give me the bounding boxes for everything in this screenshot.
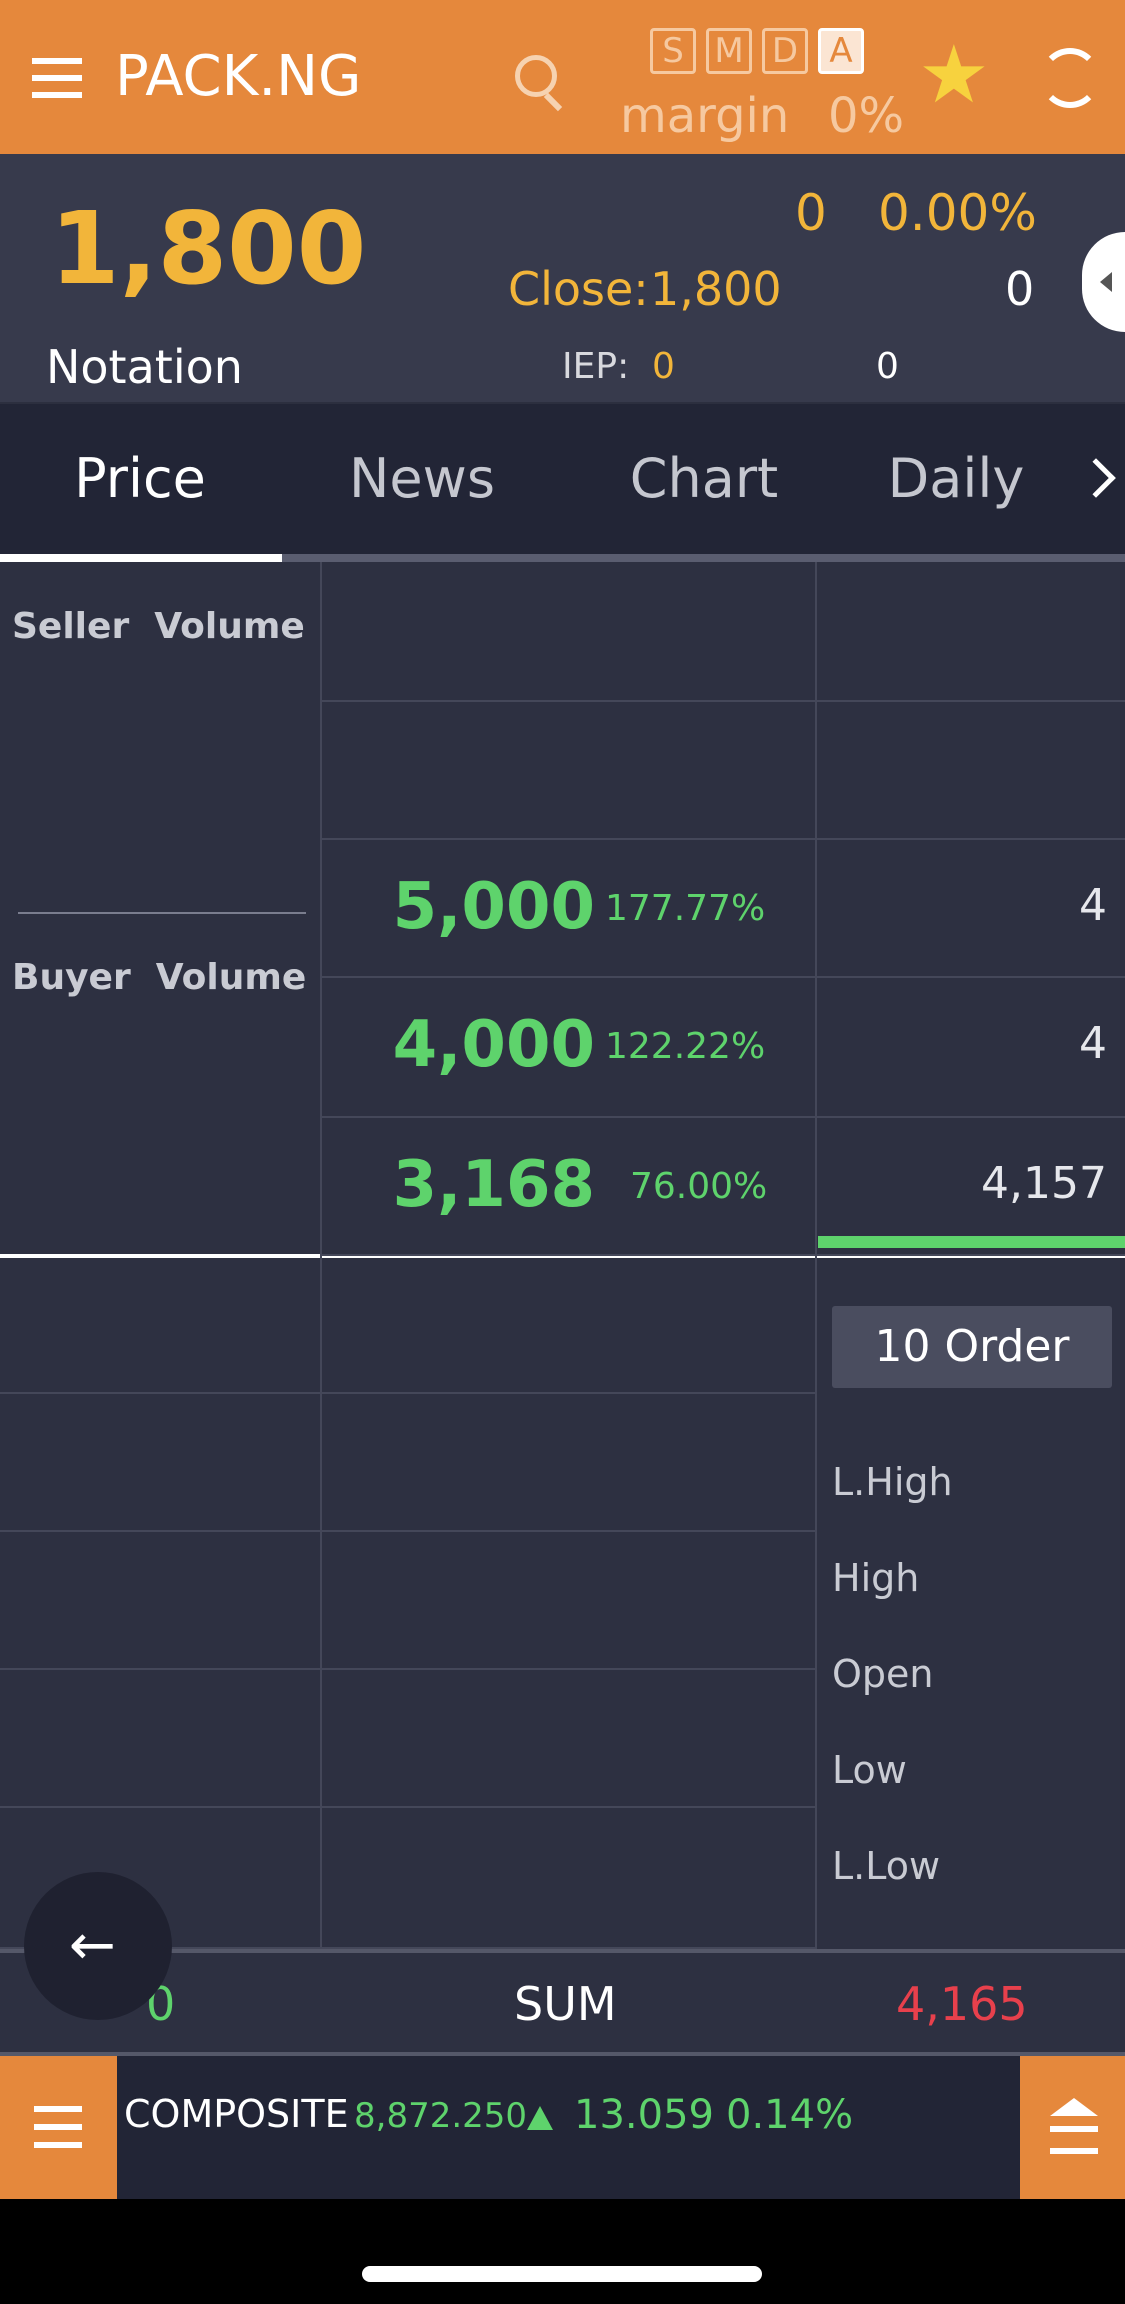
star-icon[interactable]: ★ [918, 28, 990, 121]
grid-cell [320, 1394, 817, 1532]
search-icon-handle [543, 92, 563, 112]
hamburger-icon [34, 2106, 82, 2148]
bid-pct: 177.77% [605, 888, 766, 929]
index-ticker: COMPOSITE 8,872.250 13.059 0.14% [0, 2056, 1125, 2199]
grid-cell [817, 1808, 1125, 1949]
quote-summary: 1,800 0 0.00% Close: 1,800 0 Notation IE… [0, 154, 1125, 404]
label-l-low: L.Low [832, 1844, 941, 1888]
bid-volume: 4 [1079, 880, 1107, 931]
triangle-up-icon [527, 2106, 553, 2130]
label-l-high: L.High [832, 1460, 953, 1504]
refresh-icon[interactable] [1040, 48, 1100, 108]
top-bar: PACK.NG S M D A margin 0% ★ [0, 0, 1125, 154]
tab-price[interactable]: Price [74, 447, 206, 510]
bid-pct: 76.00% [630, 1166, 768, 1207]
grid-cell [817, 1118, 1125, 1256]
tab-news[interactable]: News [349, 447, 495, 510]
grid-cell [320, 562, 817, 702]
grid-cell [320, 1256, 817, 1394]
label-low: Low [832, 1748, 907, 1792]
index-change: 13.059 [574, 2092, 714, 2138]
expand-button[interactable] [1020, 2056, 1125, 2199]
grid-cell [320, 702, 817, 840]
tab-daily[interactable]: Daily [887, 447, 1025, 510]
close-value: 1,800 [650, 262, 782, 316]
label-open: Open [832, 1652, 934, 1696]
grid-cell [0, 1670, 322, 1808]
mode-m[interactable]: M [706, 28, 752, 74]
menu-button-bottom[interactable] [0, 2056, 117, 2199]
grid-cell [320, 1118, 817, 1256]
price-change-pct: 0.00% [878, 184, 1037, 242]
bid-pct: 122.22% [605, 1026, 766, 1067]
index-name: COMPOSITE [124, 2092, 349, 2136]
grid-cell [817, 978, 1125, 1118]
arrow-left-icon: ← [69, 1913, 116, 1978]
grid-cell [817, 1532, 1125, 1670]
grid-cell [817, 702, 1125, 840]
symbol-title[interactable]: PACK.NG [115, 44, 362, 109]
bid-volume: 4 [1079, 1018, 1107, 1069]
grid-cell [0, 1256, 322, 1394]
hamburger-icon [32, 58, 82, 98]
label-high: High [832, 1556, 920, 1600]
home-indicator [362, 2266, 762, 2282]
index-value: 8,872.250 [354, 2096, 528, 2136]
iep-volume: 0 [876, 346, 899, 387]
buyer-volume-label: Buyer Volume [12, 957, 307, 998]
grid-cell [817, 840, 1125, 978]
divider [18, 912, 306, 914]
sum-sell: 4,165 [896, 1977, 1028, 2031]
mode-a[interactable]: A [818, 28, 864, 74]
order-book: Seller Volume Buyer Volume 10 Order L.Hi… [0, 562, 1125, 2020]
menu-button[interactable] [32, 58, 82, 98]
tab-indicator [0, 554, 1125, 562]
grid-cell [817, 562, 1125, 702]
margin-label: margin [620, 88, 790, 144]
grid-cell [320, 840, 817, 978]
bid-price: 4,000 [392, 1008, 595, 1082]
bid-price: 3,168 [392, 1148, 595, 1222]
sum-label: SUM [514, 1977, 617, 2031]
seller-volume-label: Seller Volume [12, 606, 305, 647]
grid-cell [320, 978, 817, 1118]
bid-price: 5,000 [392, 870, 595, 944]
grid-cell [320, 1670, 817, 1808]
triangle-up-icon [1050, 2098, 1098, 2116]
volume-bar [818, 1236, 1125, 1248]
grid-cell [817, 1256, 1125, 1394]
last-price: 1,800 [50, 190, 367, 307]
grid-cell [0, 1394, 322, 1532]
sum-row: 0 SUM 4,165 [0, 1949, 1125, 2056]
tab-bar: Price News Chart Daily [0, 404, 1125, 554]
notation-label: Notation [46, 340, 243, 394]
close-label: Close: [508, 262, 649, 316]
grid-cell [817, 1670, 1125, 1808]
search-icon[interactable] [515, 55, 557, 97]
mode-d[interactable]: D [762, 28, 808, 74]
section-divider [0, 1254, 1125, 1258]
tab-chart[interactable]: Chart [629, 447, 779, 510]
iep-value: 0 [652, 346, 675, 387]
volume-value: 0 [1005, 262, 1035, 316]
price-change: 0 [795, 184, 827, 242]
margin-value: 0% [828, 88, 905, 144]
grid-cell [320, 1808, 817, 1949]
mode-selector: S M D A [650, 28, 864, 74]
side-panel-toggle[interactable] [1082, 232, 1125, 332]
grid-cell [817, 1394, 1125, 1532]
chevron-left-icon [1100, 272, 1112, 292]
iep-label: IEP: [562, 346, 630, 387]
index-change-pct: 0.14% [726, 2092, 854, 2138]
grid-cell [320, 1532, 817, 1670]
chevron-right-icon[interactable] [1076, 458, 1116, 498]
mode-s[interactable]: S [650, 28, 696, 74]
order-count-button[interactable]: 10 Order [832, 1306, 1112, 1388]
bid-volume: 4,157 [981, 1158, 1107, 1209]
back-button[interactable]: ← [24, 1872, 172, 2020]
grid-cell [0, 1532, 322, 1670]
